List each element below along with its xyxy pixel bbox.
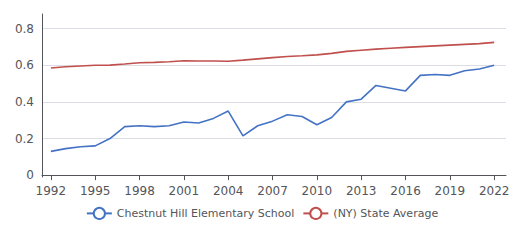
svg-text:2016: 2016: [390, 184, 421, 198]
svg-text:2010: 2010: [302, 184, 333, 198]
svg-text:2022: 2022: [479, 184, 510, 198]
svg-text:0.4: 0.4: [15, 95, 34, 109]
svg-text:1998: 1998: [124, 184, 155, 198]
svg-text:2007: 2007: [257, 184, 288, 198]
svg-text:(NY) State Average: (NY) State Average: [333, 207, 438, 220]
svg-text:0: 0: [26, 168, 34, 182]
svg-text:1995: 1995: [80, 184, 111, 198]
svg-text:Chestnut Hill Elementary Schoo: Chestnut Hill Elementary School: [117, 207, 294, 220]
svg-text:2013: 2013: [346, 184, 377, 198]
svg-text:0.2: 0.2: [15, 132, 34, 146]
svg-text:0.6: 0.6: [15, 58, 34, 72]
svg-text:1992: 1992: [36, 184, 67, 198]
svg-text:0.8: 0.8: [15, 22, 34, 36]
svg-text:2001: 2001: [169, 184, 200, 198]
svg-text:2019: 2019: [435, 184, 466, 198]
svg-text:2004: 2004: [213, 184, 244, 198]
